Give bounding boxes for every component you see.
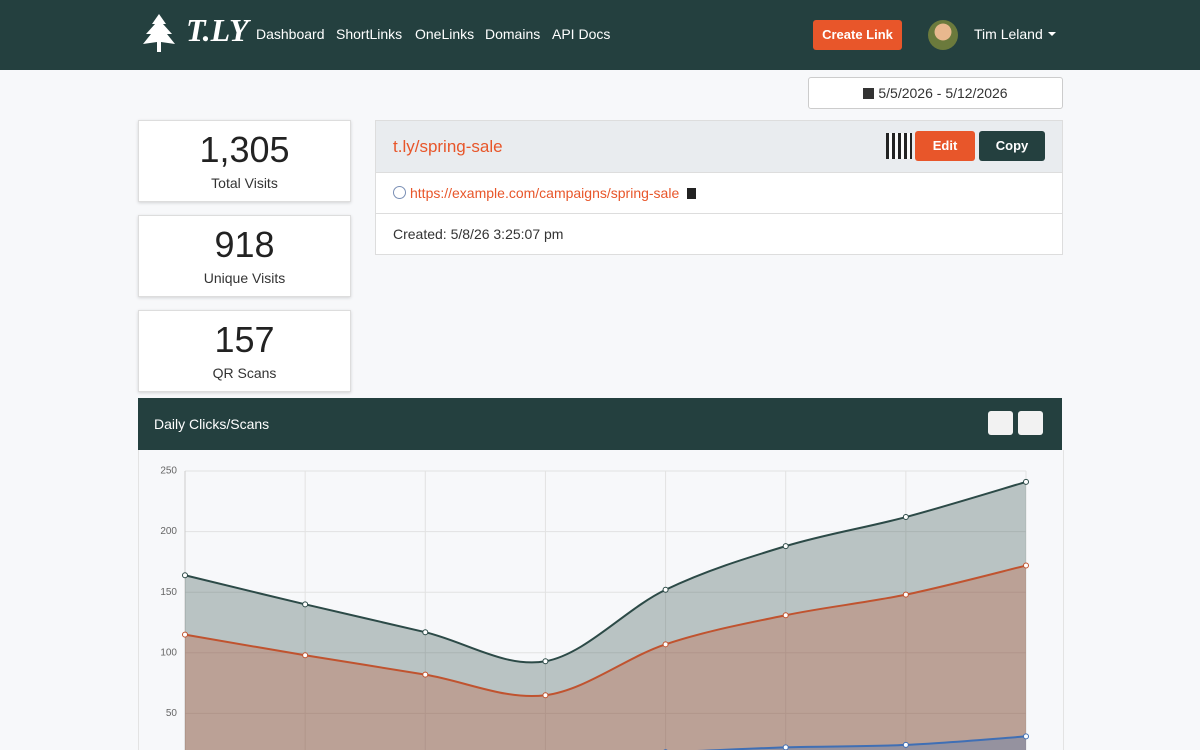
date-range-picker[interactable]: 5/5/2026 - 5/12/2026 [808,77,1063,109]
line [184,480,1027,664]
area [185,565,1026,750]
logo[interactable]: T.LY [186,12,249,48]
link-header: t.ly/spring-sale Edit Copy [376,121,1062,173]
y-tick-label: 200 [160,526,177,537]
globe-icon [393,186,406,199]
created-date: Created: 5/8/26 3:25:07 pm [393,226,564,242]
stat-value: 1,305 [199,129,290,170]
caret [1048,32,1056,40]
point [182,631,188,638]
point [542,658,549,665]
area [720,736,1026,750]
stat-card: 918 Unique Visits [138,215,351,297]
list-button[interactable] [988,411,1013,435]
copy-button[interactable]: Copy [979,131,1045,161]
link-card: t.ly/spring-sale Edit Copy https://examp… [375,120,1063,255]
stat-label: Unique Visits [203,270,286,286]
short-link[interactable]: t.ly/spring-sale [393,137,503,156]
point [302,652,309,659]
destination-row: https://example.com/campaigns/spring-sal… [393,185,697,201]
line [697,735,1027,750]
nav-link[interactable]: OneLinks [415,26,475,42]
nav-link[interactable]: ShortLinks [336,26,403,42]
y-tick-label: 250 [160,466,177,477]
point [782,612,789,619]
qr-code[interactable] [886,133,912,159]
destination-url[interactable]: https://example.com/campaigns/spring-sal… [410,185,680,201]
edit-button[interactable]: Edit [915,131,975,161]
point [782,543,789,550]
y-tick-label: 50 [166,708,178,719]
calendar-icon [863,88,875,99]
area [185,481,1026,750]
avatar[interactable] [928,20,958,50]
point [422,629,429,636]
point [542,692,549,699]
y-tick-label: 150 [160,587,177,598]
line [184,564,1027,698]
create-link-button[interactable]: Create Link [813,20,902,50]
stat-label: QR Scans [212,365,277,381]
nav-link[interactable]: API Docs [552,26,611,42]
logo-icon [143,14,175,52]
date-range: 5/5/2026 - 5/12/2026 [878,85,1008,101]
stat-value: 918 [214,224,275,265]
point [422,671,429,678]
stat-card: 1,305 Total Visits [138,120,351,202]
point [182,572,188,579]
download-button[interactable] [1018,411,1043,435]
chart-panel-header: Daily Clicks/Scans [138,398,1062,450]
point [662,586,669,593]
copy-icon[interactable] [687,188,697,199]
point [1023,562,1029,569]
y-tick-label: 100 [160,647,177,658]
point [1023,733,1029,740]
point [782,744,789,750]
chart-title: Daily Clicks/Scans [154,416,270,432]
navbar: T.LY Dashboard ShortLinks OneLinks Domai… [0,0,1200,70]
nav-link[interactable]: Dashboard [256,26,325,42]
point [902,591,909,598]
user-menu[interactable]: Tim Leland [974,26,1043,42]
stat-label: Total Visits [211,175,278,191]
stat-value: 157 [214,319,275,360]
point [662,641,669,648]
nav-link[interactable]: Domains [485,26,541,42]
point [302,601,309,608]
chart: 50 100 150 200 250 [138,450,1064,750]
point [902,514,909,521]
stat-card: 157 QR Scans [138,310,351,392]
point [902,741,909,748]
point [1023,478,1029,485]
